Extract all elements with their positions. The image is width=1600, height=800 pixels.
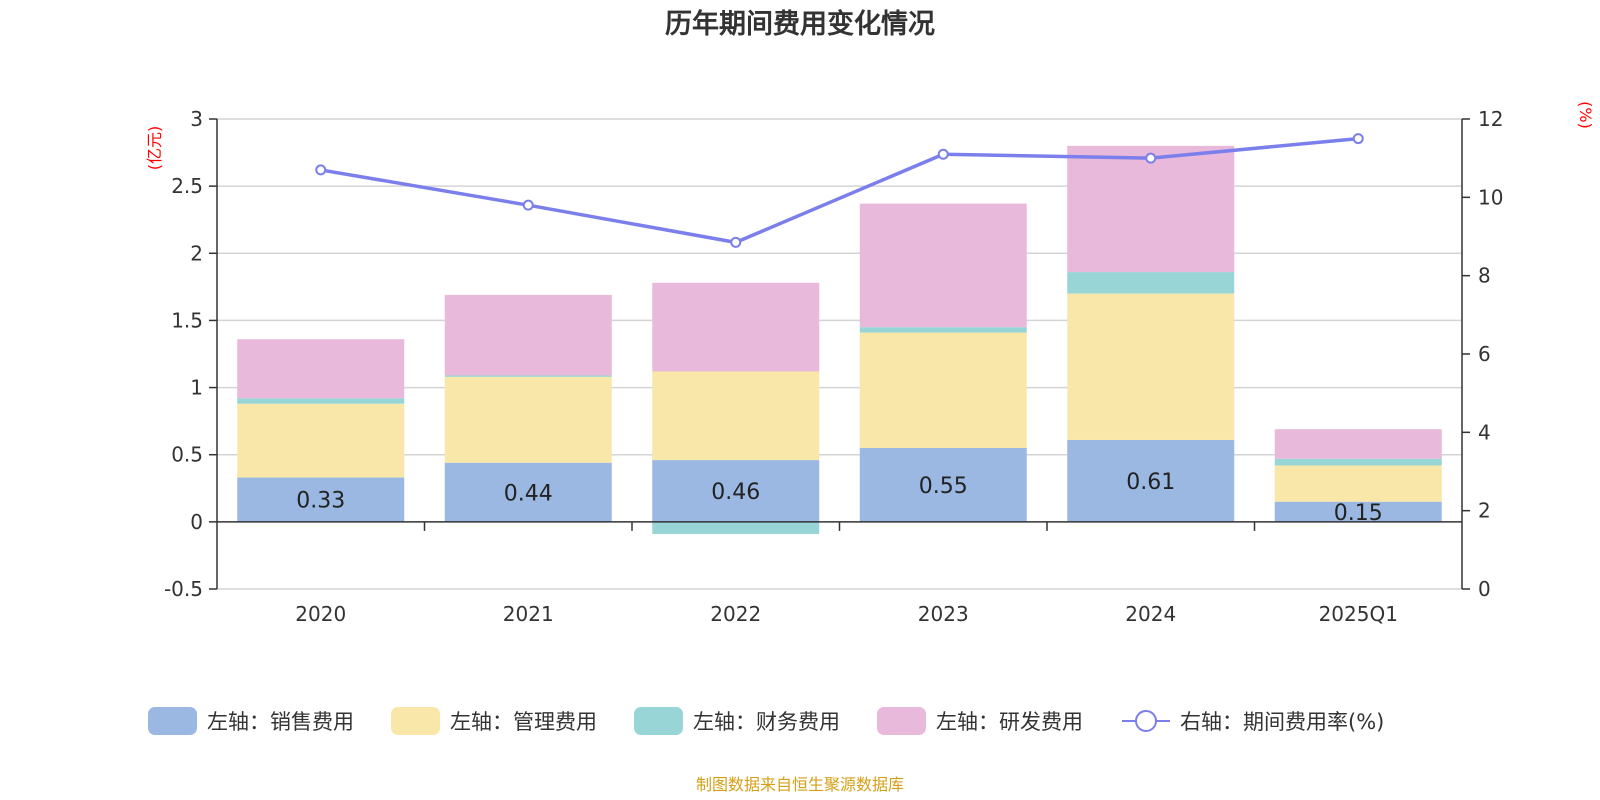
data-label-sales: 0.55 xyxy=(919,474,968,499)
bar-sales-2021 xyxy=(444,462,612,522)
legend-label: 左轴：财务费用 xyxy=(693,710,840,734)
bar-rd-2020 xyxy=(237,339,405,399)
bar-sales-2022 xyxy=(652,460,820,522)
bar-sales-2023 xyxy=(859,448,1027,522)
legend-label: 右轴：期间费用率(%) xyxy=(1180,710,1384,734)
bar-finance-2024 xyxy=(1067,272,1235,294)
bar-sales-2025Q1 xyxy=(1274,501,1442,522)
bar-rd-2024 xyxy=(1067,145,1235,273)
x-tick-label: 2023 xyxy=(918,602,969,626)
legend-label: 左轴：研发费用 xyxy=(936,710,1083,734)
data-label-sales: 0.33 xyxy=(296,489,345,514)
y-left-tick-label: 0.5 xyxy=(171,443,203,467)
y-left-tick-label: 1 xyxy=(190,376,203,400)
source-note: 制图数据来自恒生聚源数据库 xyxy=(696,775,904,794)
y-left-tick-label: 0 xyxy=(190,510,203,534)
bar-rd-2023 xyxy=(859,203,1027,328)
y-right-tick-label: 0 xyxy=(1478,577,1491,601)
data-labels: 0.33 0.44 0.46 0.55 0.61 0.15 xyxy=(296,470,1382,526)
x-tick-label: 2021 xyxy=(503,602,554,626)
legend-line-marker xyxy=(1135,710,1157,732)
x-tick-label: 2020 xyxy=(295,602,346,626)
bar-rd-2022 xyxy=(652,282,820,372)
legend-swatch-finance xyxy=(634,707,683,735)
y-left-tick-label: 2.5 xyxy=(171,174,203,198)
y-right-tick-label: 4 xyxy=(1478,420,1491,444)
y-left-tick-label: -0.5 xyxy=(164,577,203,601)
data-label-sales: 0.46 xyxy=(711,480,760,505)
rate-line-point xyxy=(1145,152,1157,164)
rate-line-point xyxy=(522,199,534,211)
y-right-tick-label: 10 xyxy=(1478,185,1503,209)
x-tick-label: 2024 xyxy=(1125,602,1176,626)
x-tick-label: 2025Q1 xyxy=(1319,602,1398,626)
bar-admin-2023 xyxy=(859,332,1027,448)
rate-line-point xyxy=(937,148,949,160)
data-label-sales: 0.44 xyxy=(504,481,553,506)
y-left-unit-label: (亿元) xyxy=(145,126,164,171)
bar-finance-2021 xyxy=(444,375,612,377)
bar-admin-2020 xyxy=(237,403,405,478)
bar-admin-2022 xyxy=(652,371,820,461)
rate-line-point xyxy=(730,236,742,248)
bars xyxy=(237,145,1442,534)
legend-swatch-rd xyxy=(877,707,926,735)
rate-line xyxy=(315,133,1364,248)
legend-label: 左轴：销售费用 xyxy=(207,710,354,734)
legend-swatch-sales xyxy=(148,707,197,735)
bar-finance-2022 xyxy=(652,521,820,534)
y-right-tick-label: 6 xyxy=(1478,342,1491,366)
legend-label: 左轴：管理费用 xyxy=(450,710,597,734)
y-right-tick-label: 8 xyxy=(1478,264,1491,288)
bar-finance-2020 xyxy=(237,398,405,404)
data-label-sales: 0.61 xyxy=(1126,470,1175,495)
rate-line-path xyxy=(320,136,1359,245)
y-right-tick-label: 2 xyxy=(1478,499,1491,523)
y-left-tick-label: 2 xyxy=(190,241,203,265)
y-right-tick-label: 12 xyxy=(1478,107,1503,131)
y-left-tick-label: 3 xyxy=(190,107,203,131)
bar-admin-2021 xyxy=(444,376,612,463)
legend[interactable]: 左轴：销售费用 左轴：管理费用 左轴：财务费用 左轴：研发费用 右轴：期间费用率(%) xyxy=(148,707,1384,735)
data-label-sales: 0.15 xyxy=(1334,501,1383,526)
bar-admin-2024 xyxy=(1067,293,1235,440)
bar-sales-2024 xyxy=(1067,439,1235,522)
legend-swatch-admin xyxy=(391,707,440,735)
rate-line-point xyxy=(1352,133,1364,145)
chart-title: 历年期间费用变化情况 xyxy=(665,8,935,40)
bar-finance-2025Q1 xyxy=(1274,458,1442,466)
bar-rd-2021 xyxy=(444,294,612,376)
bar-admin-2025Q1 xyxy=(1274,465,1442,502)
y-left-tick-label: 1.5 xyxy=(171,308,203,332)
bar-finance-2023 xyxy=(859,327,1027,333)
bar-sales-2020 xyxy=(237,477,405,522)
y-right-unit-label: (%) xyxy=(1576,101,1595,129)
x-tick-label: 2022 xyxy=(710,602,761,626)
rate-line-point xyxy=(315,164,327,176)
bar-rd-2025Q1 xyxy=(1274,429,1442,459)
